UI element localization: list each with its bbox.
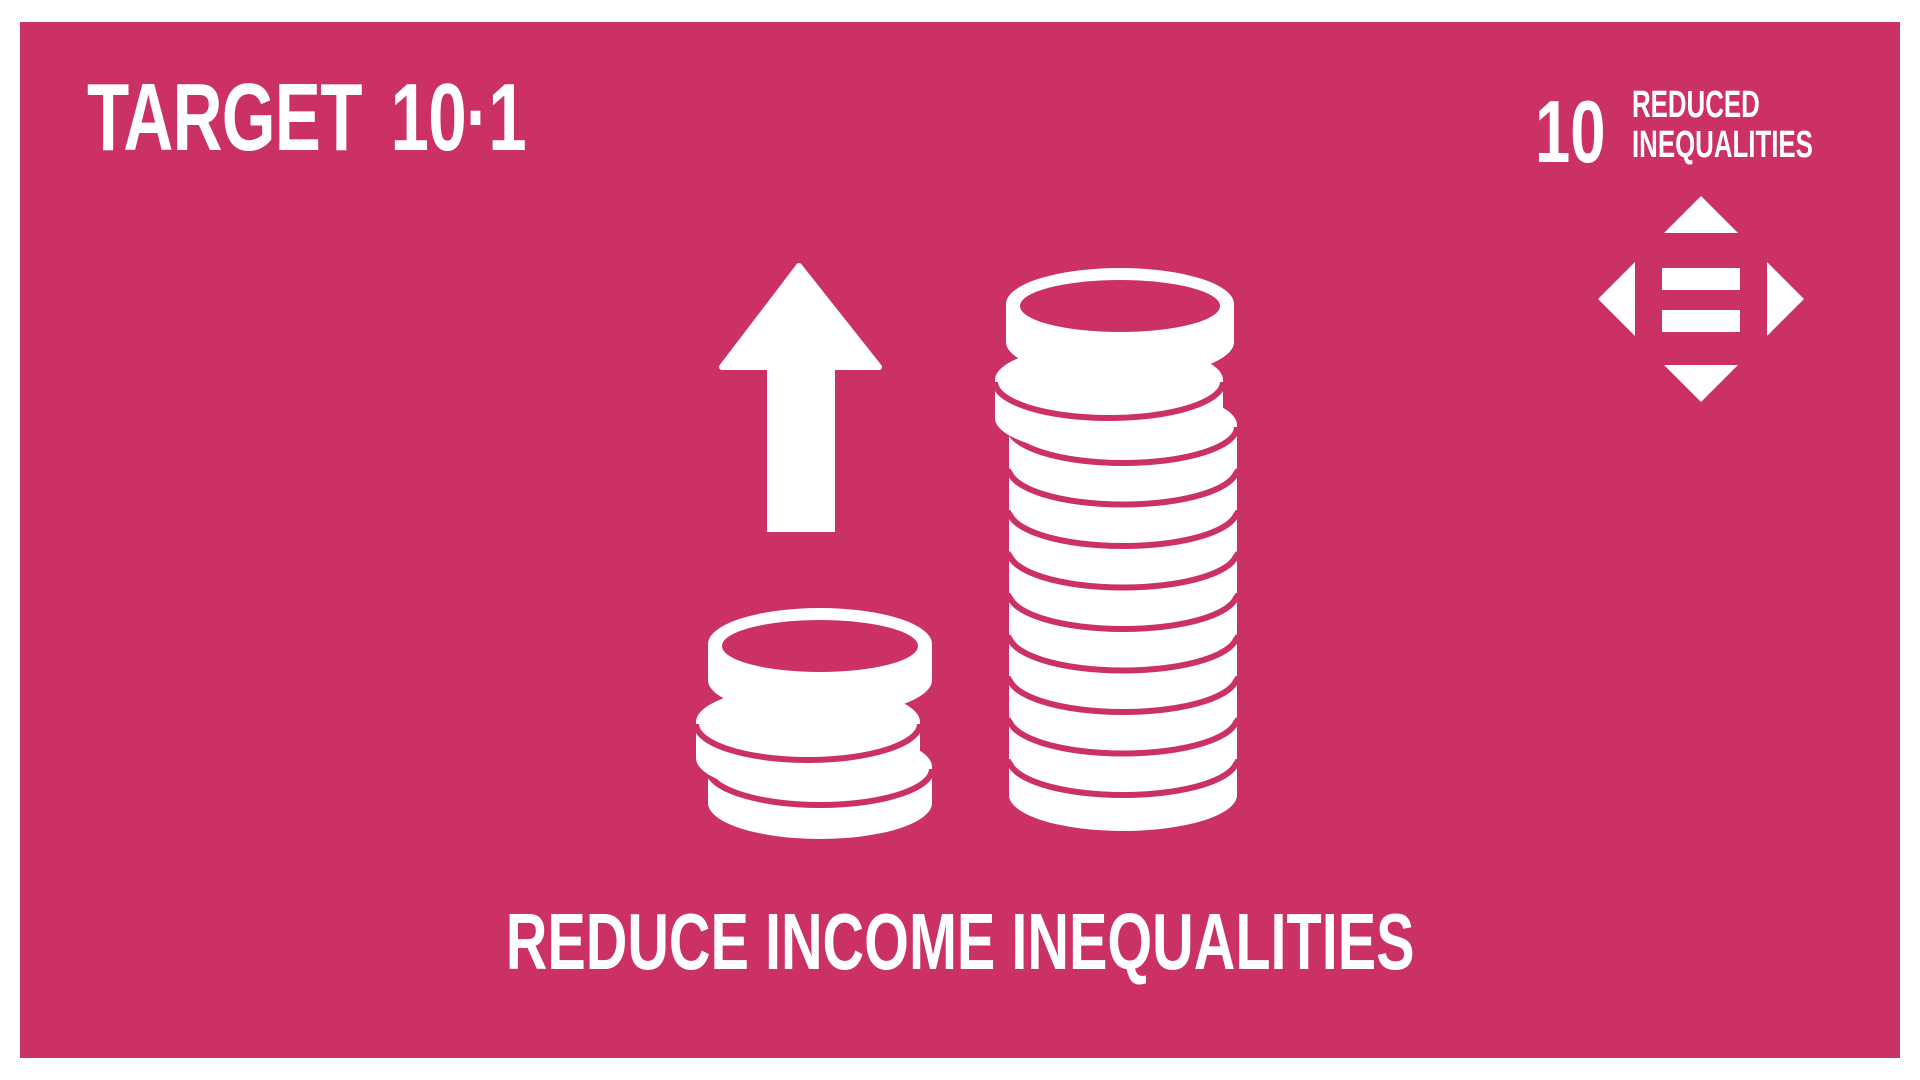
goal-name-line2: INEQUALITIES xyxy=(1632,123,1813,166)
caption: REDUCE INCOME INEQUALITIES xyxy=(20,902,1900,982)
up-arrow-icon xyxy=(719,263,882,532)
tall-coin-stack-icon xyxy=(992,268,1240,831)
goal-name: REDUCED INEQUALITIES xyxy=(1632,84,1813,166)
arrow-left-icon xyxy=(1598,262,1635,336)
goal-number: 10 xyxy=(1535,82,1606,181)
equals-bar-top xyxy=(1662,268,1740,290)
caption-text: REDUCE INCOME INEQUALITIES xyxy=(505,897,1415,986)
target-card: TARGET 10·1 10 REDUCED INEQUALITIES REDUC… xyxy=(20,22,1900,1058)
target-number: 10·1 xyxy=(390,64,526,171)
equality-arrows-icon xyxy=(1598,196,1804,402)
arrow-up-icon xyxy=(1664,196,1738,233)
goal-name-line1: REDUCED xyxy=(1632,84,1760,126)
arrow-down-icon xyxy=(1664,365,1738,402)
illustration xyxy=(693,263,1240,839)
equals-bar-bottom xyxy=(1662,310,1740,332)
target-title: TARGET 10·1 xyxy=(87,70,527,166)
small-coin-stack-icon xyxy=(693,608,935,839)
target-label: TARGET xyxy=(87,64,362,171)
arrow-right-icon xyxy=(1767,262,1804,336)
